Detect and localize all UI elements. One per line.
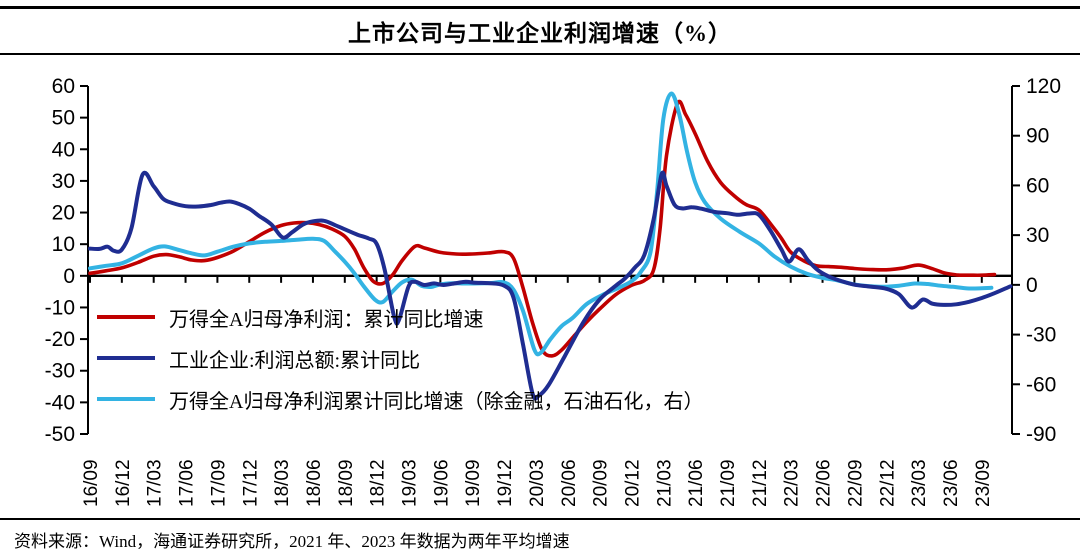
legend-item-ex-financial-petro: 万得全A归母净利润累计同比增速（除金融，石油石化，右） [97, 385, 703, 413]
x-axis-tick-label: 22/09 [845, 459, 866, 507]
x-axis-tick-label: 19/06 [431, 459, 452, 507]
source-note: 资料来源：Wind，海通证券研究所，2021 年、2023 年数据为两年平均增速 [14, 532, 570, 551]
series-line-red [88, 99, 997, 358]
x-axis-tick-label: 18/06 [304, 459, 325, 507]
x-axis-tick-label: 18/09 [336, 459, 357, 507]
left-axis-tick-label: 0 [63, 265, 75, 288]
legend-label: 万得全A归母净利润：累计同比增速 [169, 308, 484, 331]
series-line-navy [88, 170, 1013, 401]
left-axis-tick-label: 20 [52, 202, 75, 225]
x-axis-tick-label: 17/09 [208, 459, 229, 507]
navy-line-swatch [97, 356, 155, 360]
x-axis-tick-label: 17/06 [177, 459, 198, 507]
left-axis-tick-label: 30 [52, 170, 75, 193]
right-axis-tick-label: -60 [1026, 373, 1056, 396]
footer-divider-rule [0, 518, 1080, 520]
x-axis-tick-label: 22/12 [877, 459, 898, 507]
x-axis-tick-label: 23/03 [909, 459, 930, 507]
red-line-swatch [97, 315, 155, 319]
right-axis-tick-label: 120 [1026, 75, 1061, 98]
x-axis-tick-label: 19/03 [400, 459, 421, 507]
x-axis-tick-label: 17/03 [145, 459, 166, 507]
left-axis-tick-label: 40 [52, 138, 75, 161]
right-axis-tick-label: 60 [1026, 174, 1049, 197]
x-axis-tick-label: 21/12 [750, 459, 771, 507]
left-axis-tick-label: 10 [52, 233, 75, 256]
x-axis-tick-label: 17/12 [240, 459, 261, 507]
top-border-rule [0, 6, 1080, 9]
x-axis-tick-label: 23/09 [973, 459, 994, 507]
left-axis-tick-label: 50 [52, 107, 75, 130]
x-axis-tick-label: 20/03 [527, 459, 548, 507]
left-axis-tick-label: -30 [45, 360, 75, 383]
cyan-line-swatch [97, 397, 155, 401]
title-divider-rule [0, 53, 1080, 55]
page-title: 上市公司与工业企业利润增速（%） [348, 21, 732, 46]
x-axis-tick-label: 19/12 [495, 459, 516, 507]
x-axis-tick-label: 21/09 [718, 459, 739, 507]
x-axis-tick-label: 16/12 [113, 459, 134, 507]
legend-item-wind-all-a: 万得全A归母净利润：累计同比增速 [97, 303, 703, 331]
right-axis-tick-label: -90 [1026, 423, 1056, 446]
x-axis-tick-label: 20/12 [622, 459, 643, 507]
left-axis-tick-label: -40 [45, 391, 75, 414]
left-axis-tick-label: -20 [45, 328, 75, 351]
x-axis-tick-label: 21/03 [654, 459, 675, 507]
legend-item-industrial-profit: 工业企业:利润总额:累计同比 [97, 344, 703, 372]
left-axis-tick-label: -10 [45, 296, 75, 319]
right-axis-tick-label: -30 [1026, 324, 1056, 347]
x-axis-tick-label: 22/06 [814, 459, 835, 507]
legend-label: 万得全A归母净利润累计同比增速（除金融，石油石化，右） [169, 390, 704, 413]
series-line-cyan [88, 91, 994, 357]
chart-legend: 万得全A归母净利润：累计同比增速 工业企业:利润总额:累计同比 万得全A归母净利… [97, 303, 703, 426]
x-axis-tick-label: 20/06 [559, 459, 580, 507]
x-axis-tick-label: 18/12 [368, 459, 389, 507]
x-axis-tick-label: 23/06 [941, 459, 962, 507]
x-axis-tick-label: 22/03 [782, 459, 803, 507]
right-axis-tick-label: 90 [1026, 125, 1049, 148]
right-axis-tick-label: 0 [1026, 274, 1038, 297]
right-axis-tick-label: 30 [1026, 224, 1049, 247]
x-axis-tick-label: 16/09 [81, 459, 102, 507]
x-axis-tick-label: 19/09 [463, 459, 484, 507]
x-axis-tick-label: 20/09 [591, 459, 612, 507]
left-axis-tick-label: -50 [45, 423, 75, 446]
x-axis-tick-label: 21/06 [686, 459, 707, 507]
x-axis-tick-label: 18/03 [272, 459, 293, 507]
legend-label: 工业企业:利润总额:累计同比 [169, 349, 421, 372]
left-axis-tick-label: 60 [52, 75, 75, 98]
